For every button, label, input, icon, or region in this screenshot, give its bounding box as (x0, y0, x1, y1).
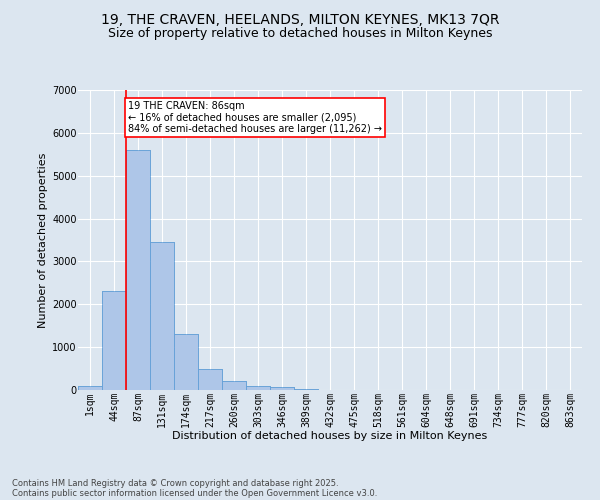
Bar (102, 292, 126, 390)
Bar (246, 386, 270, 390)
Bar (150, 242, 174, 390)
Bar (222, 382, 246, 390)
Bar (294, 388, 318, 390)
Bar (102, 292, 126, 390)
Text: 19 THE CRAVEN: 86sqm
← 16% of detached houses are smaller (2,095)
84% of semi-de: 19 THE CRAVEN: 86sqm ← 16% of detached h… (128, 100, 382, 134)
Text: Contains public sector information licensed under the Open Government Licence v3: Contains public sector information licen… (12, 488, 377, 498)
Bar (270, 387, 294, 390)
Bar (246, 386, 270, 390)
X-axis label: Distribution of detached houses by size in Milton Keynes: Distribution of detached houses by size … (172, 431, 488, 441)
Bar (78, 386, 102, 390)
Bar (174, 334, 198, 390)
Bar (222, 382, 246, 390)
Text: 19, THE CRAVEN, HEELANDS, MILTON KEYNES, MK13 7QR: 19, THE CRAVEN, HEELANDS, MILTON KEYNES,… (101, 12, 499, 26)
Bar (294, 388, 318, 390)
Bar (198, 368, 222, 390)
Bar (174, 334, 198, 390)
Bar (126, 150, 150, 390)
Bar (78, 386, 102, 390)
Bar (126, 150, 150, 390)
Y-axis label: Number of detached properties: Number of detached properties (38, 152, 48, 328)
Bar (270, 387, 294, 390)
Text: Contains HM Land Registry data © Crown copyright and database right 2025.: Contains HM Land Registry data © Crown c… (12, 478, 338, 488)
Text: Size of property relative to detached houses in Milton Keynes: Size of property relative to detached ho… (108, 28, 492, 40)
Bar (150, 242, 174, 390)
Bar (198, 368, 222, 390)
